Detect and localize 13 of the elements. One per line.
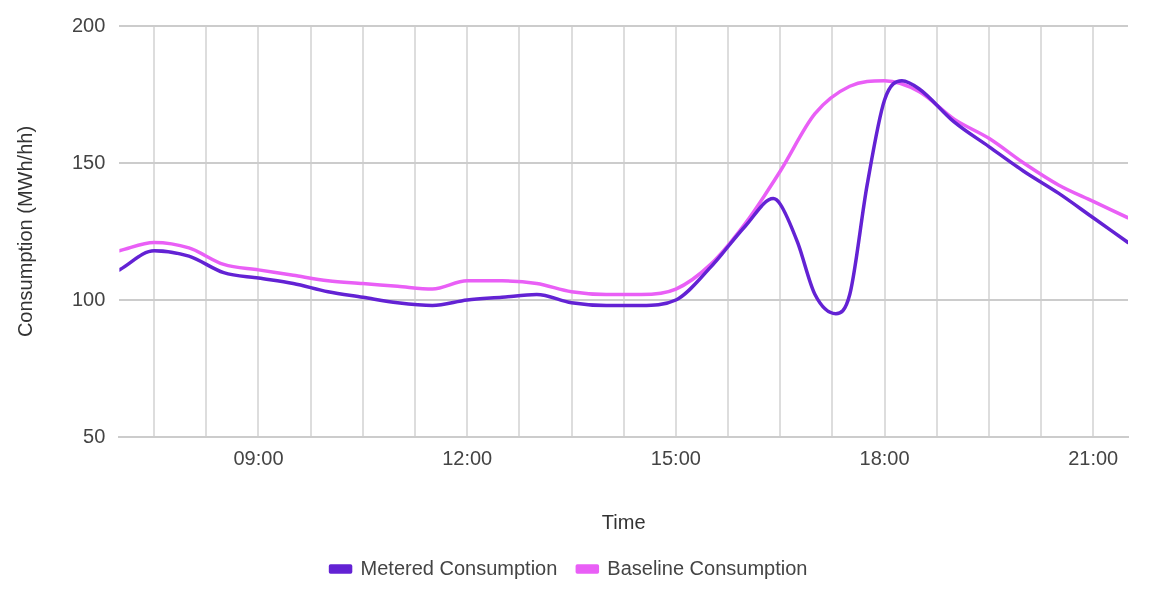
- y-axis-title: Consumption (MWh/hh): [13, 125, 36, 338]
- y-tick-label: 150: [71, 150, 106, 173]
- x-tick-label: 09:00: [233, 446, 284, 469]
- y-tick-label: 100: [71, 287, 106, 310]
- y-tick-label: 50: [83, 424, 106, 447]
- legend-label: Baseline Consumption: [607, 556, 808, 579]
- x-tick-label: 21:00: [1068, 446, 1119, 469]
- legend-label: Metered Consumption: [360, 556, 558, 579]
- x-tick-label: 12:00: [442, 446, 493, 469]
- x-tick-label: 15:00: [650, 446, 701, 469]
- x-tick-label: 18:00: [859, 446, 910, 469]
- x-axis-title: Time: [601, 510, 646, 533]
- y-tick-label: 200: [71, 13, 106, 36]
